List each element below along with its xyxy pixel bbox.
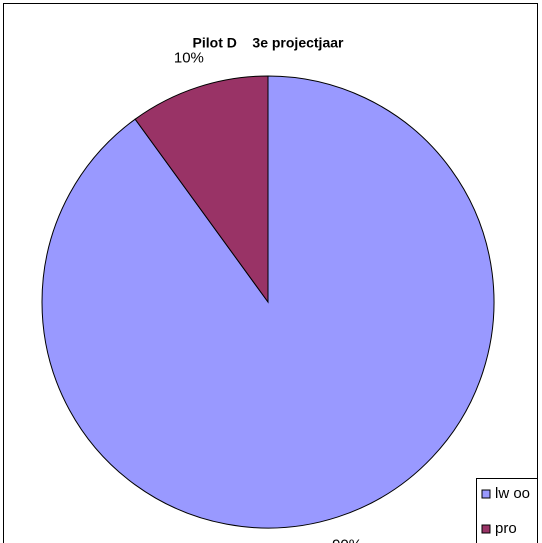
legend-label: lw oo: [495, 485, 530, 502]
data-label: 90%: [332, 536, 362, 543]
chart-title: Pilot D 3e projectjaar: [193, 35, 344, 51]
legend-swatch: [481, 489, 491, 499]
legend-swatch: [481, 524, 491, 534]
pie-slice: [134, 75, 269, 304]
legend-label: pro: [495, 520, 517, 537]
data-label: 10%: [174, 49, 204, 66]
